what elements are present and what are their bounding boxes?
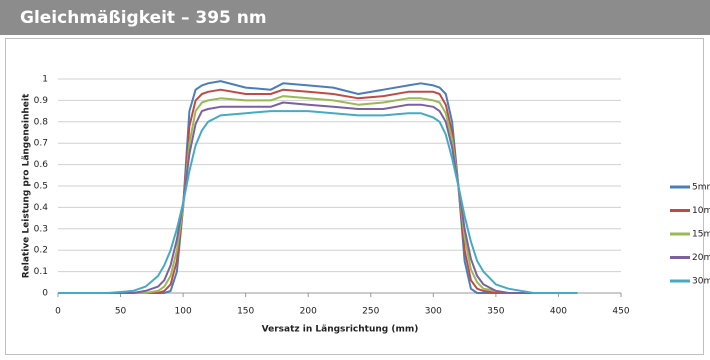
data-line (58, 88, 578, 294)
x-tick-label: 200 (300, 307, 317, 317)
legend-label: 5mm (692, 183, 710, 193)
y-tick-label: 0.6 (34, 160, 49, 170)
y-tick-label: 0.3 (34, 224, 48, 234)
y-tick-label: 0 (42, 289, 48, 299)
y-axis-title: Relative Leistung pro Längeneinheit (22, 93, 32, 278)
legend-label: 20mm (692, 253, 710, 263)
x-tick-label: 100 (175, 307, 192, 317)
data-line (58, 101, 578, 294)
y-tick-label: 0.7 (34, 139, 48, 149)
y-tick-label: 0.8 (34, 117, 49, 127)
y-tick-label: 0.4 (34, 203, 49, 213)
y-tick-label: 0.5 (34, 182, 48, 192)
x-tick-label: 450 (612, 307, 629, 317)
data-line (58, 110, 578, 294)
legend-label: 15mm (692, 230, 710, 240)
header-bar (0, 0, 710, 35)
data-line (58, 80, 578, 294)
x-tick-label: 400 (550, 307, 567, 317)
chart-title: Gleichmäßigkeit – 395 nm (20, 8, 267, 28)
x-tick-label: 300 (425, 307, 442, 317)
y-tick-label: 0.2 (34, 246, 48, 256)
x-tick-label: 250 (362, 307, 379, 317)
x-tick-label: 150 (237, 307, 254, 317)
y-tick-label: 0.1 (34, 267, 48, 277)
y-tick-label: 0.9 (34, 96, 49, 106)
x-tick-label: 350 (487, 307, 504, 317)
legend-label: 30mm (692, 277, 710, 287)
x-tick-label: 0 (55, 307, 61, 317)
y-tick-label: 1 (42, 75, 48, 85)
legend-label: 10mm (692, 206, 710, 216)
data-line (58, 95, 578, 294)
x-axis-title: Versatz in Längsrichtung (mm) (262, 325, 419, 335)
x-tick-label: 50 (115, 307, 127, 317)
chart-frame (5, 38, 704, 355)
